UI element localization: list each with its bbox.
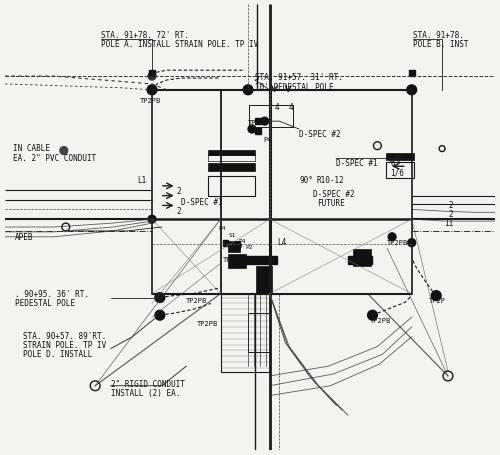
Text: 8. 8: 8. 8 <box>354 255 372 264</box>
Text: IN CABLE: IN CABLE <box>13 143 50 152</box>
Bar <box>348 257 372 265</box>
Text: FUTURE: FUTURE <box>316 198 344 207</box>
Text: D-SPEC #2: D-SPEC #2 <box>312 189 354 198</box>
Circle shape <box>147 86 157 96</box>
Bar <box>240 257 278 265</box>
Text: 4: 4 <box>288 102 293 111</box>
Circle shape <box>243 86 253 96</box>
Text: 2: 2 <box>448 200 452 209</box>
Text: STRAIN POLE. TP IV: STRAIN POLE. TP IV <box>22 340 106 349</box>
Bar <box>208 156 255 162</box>
Bar <box>249 106 293 128</box>
Text: 1/6: 1/6 <box>390 168 404 177</box>
Text: TP2PB: TP2PB <box>186 297 208 303</box>
Circle shape <box>62 223 70 232</box>
Bar <box>228 255 246 268</box>
Text: S1.: S1. <box>252 128 264 134</box>
Circle shape <box>234 242 241 250</box>
Bar <box>255 119 261 125</box>
Bar <box>409 71 414 77</box>
Text: TP2PB: TP2PB <box>370 318 391 324</box>
Text: TP2PB: TP2PB <box>387 239 408 245</box>
Circle shape <box>407 86 416 96</box>
Text: STA. 91+78.: STA. 91+78. <box>412 31 464 40</box>
Bar <box>255 129 261 135</box>
Bar <box>222 240 228 246</box>
Circle shape <box>155 293 164 303</box>
Text: 2: 2 <box>176 187 181 195</box>
Text: D-SPEC #1: D-SPEC #1 <box>336 159 378 168</box>
Text: INSTALL (2) EA.: INSTALL (2) EA. <box>111 388 180 397</box>
Circle shape <box>432 291 441 301</box>
Bar <box>353 249 370 267</box>
Text: 2: 2 <box>176 207 181 216</box>
Text: STA. 91+57. 31' RT.: STA. 91+57. 31' RT. <box>255 73 343 82</box>
Circle shape <box>148 216 156 223</box>
Text: POLE B. INST: POLE B. INST <box>412 40 468 49</box>
Bar <box>208 164 255 172</box>
Circle shape <box>388 233 396 241</box>
Text: TP2PB: TP2PB <box>222 257 244 263</box>
Text: . 90+95. 36' RT.: . 90+95. 36' RT. <box>15 289 89 298</box>
Text: PEDESTAL POLE: PEDESTAL POLE <box>15 298 75 307</box>
Text: STA. 90+57. 89'RT.: STA. 90+57. 89'RT. <box>22 331 106 340</box>
Text: D-SPEC #1: D-SPEC #1 <box>182 197 223 206</box>
Circle shape <box>443 371 453 381</box>
Bar <box>208 177 255 196</box>
Text: P4: P4 <box>264 136 272 142</box>
Text: 4: 4 <box>274 102 279 111</box>
Text: 2: 2 <box>448 210 452 219</box>
Circle shape <box>148 73 156 81</box>
Text: POLE D. INSTALL: POLE D. INSTALL <box>22 349 92 358</box>
Text: P4: P4 <box>218 226 226 231</box>
Text: EA. 2" PVC CONDUIT: EA. 2" PVC CONDUIT <box>13 153 96 162</box>
Text: L4: L4 <box>278 237 286 246</box>
Circle shape <box>248 126 256 134</box>
Circle shape <box>408 239 416 247</box>
Bar <box>256 267 272 294</box>
Text: P4: P4 <box>238 238 246 243</box>
Text: TP2PB: TP2PB <box>248 120 270 126</box>
Circle shape <box>368 311 378 320</box>
Text: S1: S1 <box>228 233 236 238</box>
Bar <box>220 294 270 372</box>
Circle shape <box>90 381 100 391</box>
Bar <box>149 71 155 77</box>
Bar <box>386 153 413 161</box>
Text: 11: 11 <box>444 219 454 228</box>
Text: 90°: 90° <box>299 176 313 185</box>
Text: POLE A. INSTALL STRAIN POLE. TP IV: POLE A. INSTALL STRAIN POLE. TP IV <box>101 40 258 49</box>
Text: S1: S1 <box>228 247 236 252</box>
Text: TP2PB: TP2PB <box>197 320 218 326</box>
Bar <box>248 313 270 353</box>
Bar <box>386 163 413 179</box>
Bar <box>228 241 240 253</box>
Text: APEB: APEB <box>15 233 34 241</box>
Text: TP2PB: TP2PB <box>140 97 162 103</box>
Text: 6: 6 <box>390 159 395 168</box>
Text: TP2P: TP2P <box>428 297 446 303</box>
Text: STA. 91+78. 72' RT.: STA. 91+78. 72' RT. <box>101 31 189 40</box>
Text: L1: L1 <box>138 176 146 185</box>
Bar <box>152 91 411 294</box>
Text: P2: P2 <box>245 244 252 249</box>
Circle shape <box>374 142 382 150</box>
Circle shape <box>261 118 268 126</box>
Text: 10' PEDESTAL POLE: 10' PEDESTAL POLE <box>255 83 334 92</box>
Bar <box>208 150 255 156</box>
Text: D-SPEC #2: D-SPEC #2 <box>299 130 341 139</box>
Text: 2" RIGID CONDUIT: 2" RIGID CONDUIT <box>111 379 185 388</box>
Text: R10-12: R10-12 <box>316 176 344 185</box>
Circle shape <box>155 311 164 320</box>
Circle shape <box>60 147 68 155</box>
Circle shape <box>439 147 445 152</box>
